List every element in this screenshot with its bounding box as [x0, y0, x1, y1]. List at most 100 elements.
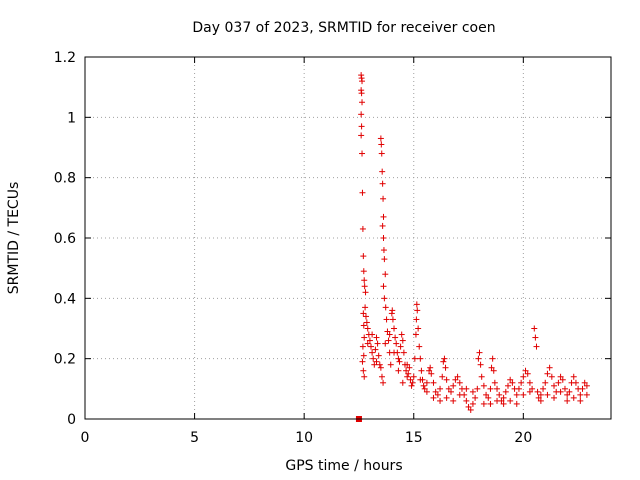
data-point: [372, 346, 379, 353]
data-point: [396, 358, 403, 365]
data-point: [385, 337, 392, 344]
data-point: [494, 397, 501, 404]
data-point: [381, 295, 388, 302]
data-point: [555, 379, 562, 386]
data-point: [378, 141, 385, 148]
data-point: [381, 256, 388, 263]
data-point: [411, 355, 418, 362]
data-point: [509, 379, 516, 386]
data-point: [474, 385, 481, 392]
data-point: [456, 379, 463, 386]
data-point: [430, 379, 437, 386]
data-point: [389, 316, 396, 323]
data-point: [359, 358, 366, 365]
y-tick-label: 0.6: [54, 231, 76, 247]
data-point: [404, 373, 411, 380]
data-point: [359, 225, 366, 232]
data-point: [360, 268, 367, 275]
data-point: [416, 343, 423, 350]
data-point: [430, 394, 437, 401]
data-point: [534, 388, 541, 395]
data-point: [490, 367, 497, 374]
data-point: [520, 391, 527, 398]
data-point: [358, 90, 365, 97]
data-point: [414, 307, 421, 314]
data-point: [393, 340, 400, 347]
data-point: [485, 394, 492, 401]
data-point: [427, 364, 434, 371]
data-point: [359, 189, 366, 196]
data-point: [379, 180, 386, 187]
data-point: [359, 343, 366, 350]
data-point: [377, 364, 384, 371]
data-point: [415, 325, 422, 332]
data-point: [445, 385, 452, 392]
data-point: [362, 313, 369, 320]
data-point: [384, 328, 391, 335]
data-point: [570, 373, 577, 380]
y-tick-label: 1: [67, 110, 76, 126]
data-point: [475, 355, 482, 362]
y-tick-label: 0.2: [54, 352, 76, 368]
data-point: [526, 388, 533, 395]
data-point: [375, 352, 382, 359]
data-point: [400, 349, 407, 356]
data-point: [360, 367, 367, 374]
data-point: [362, 304, 369, 311]
data-point: [581, 379, 588, 386]
data-point: [500, 400, 507, 407]
data-point: [491, 379, 498, 386]
data-point: [522, 367, 529, 374]
data-point: [378, 373, 385, 380]
data-point: [570, 394, 577, 401]
data-point: [513, 400, 520, 407]
data-point: [423, 388, 430, 395]
data-point: [463, 385, 470, 392]
data-point: [383, 316, 390, 323]
data-point: [364, 340, 371, 347]
data-point: [391, 325, 398, 332]
chart-title: Day 037 of 2023, SRMTID for receiver coe…: [192, 20, 495, 36]
data-point: [537, 397, 544, 404]
data-point: [515, 385, 522, 392]
data-point: [366, 337, 373, 344]
grid: [85, 57, 611, 419]
data-point: [540, 385, 547, 392]
data-point: [520, 373, 527, 380]
y-tick-label: 0.8: [54, 171, 76, 187]
x-tick-label: 5: [190, 430, 199, 446]
data-point: [408, 382, 415, 389]
data-point: [380, 283, 387, 290]
data-point: [371, 361, 378, 368]
y-axis-label: SRMTID / TECUs: [6, 182, 22, 295]
data-point: [583, 382, 590, 389]
data-point: [389, 307, 396, 314]
y-tick-label: 0.4: [54, 291, 76, 307]
data-point: [413, 316, 420, 323]
data-point: [535, 394, 542, 401]
data-point: [418, 367, 425, 374]
data-point: [441, 355, 448, 362]
data-point: [428, 370, 435, 377]
data-point: [480, 400, 487, 407]
data-point: [374, 340, 381, 347]
data-point: [477, 361, 484, 368]
data-point: [380, 379, 387, 386]
data-point: [507, 376, 514, 383]
x-tick-label: 20: [514, 430, 532, 446]
data-point: [532, 334, 539, 341]
data-point: [469, 388, 476, 395]
data-point: [360, 322, 367, 329]
data-point: [439, 373, 446, 380]
data-point: [405, 370, 412, 377]
data-point: [507, 397, 514, 404]
data-point: [417, 355, 424, 362]
data-point: [358, 111, 365, 118]
data-point: [373, 358, 380, 365]
data-point: [443, 394, 450, 401]
data-point: [391, 349, 398, 356]
data-point: [380, 195, 387, 202]
data-point: [487, 400, 494, 407]
data-point: [358, 132, 365, 139]
data-point: [409, 379, 416, 386]
